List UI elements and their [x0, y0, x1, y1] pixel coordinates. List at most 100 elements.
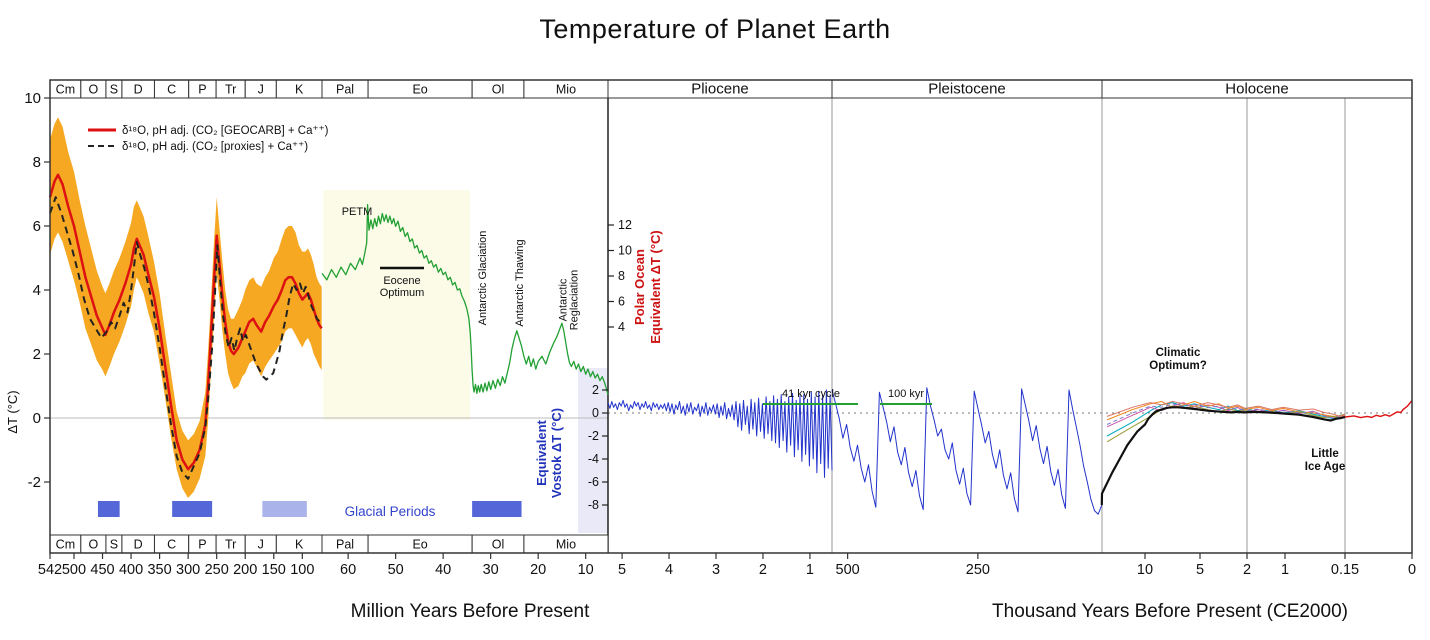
period-label: P [198, 538, 206, 552]
period-label: S [110, 83, 118, 97]
period-label: Tr [225, 538, 236, 552]
period-label: P [198, 83, 206, 97]
tick-label: 10 [578, 562, 594, 578]
geologic-time-strips: CmCmOOSSDDCCPPTrTrJJKKPalPalEoEoOlOlMioM… [49, 79, 1413, 554]
glacial-bar [97, 501, 120, 517]
annotation-text: Antarctic [558, 278, 570, 321]
annotation-text: Reglaciation [569, 270, 581, 331]
series-phanerozoic-geocarb [48, 173, 323, 471]
tick-label: 10 [618, 244, 632, 258]
period-label: J [258, 83, 264, 97]
period-label: Eo [412, 538, 427, 552]
tick-label: 60 [340, 562, 356, 578]
period-label: Pliocene [691, 81, 749, 98]
series-pliocene-benthic [607, 389, 833, 478]
shaded-region [323, 190, 471, 420]
tick-label: 3 [712, 562, 720, 578]
vostok-axis-label: Vostok ΔT (°C) [549, 408, 564, 498]
period-label: Tr [225, 83, 236, 97]
period-label: Pleistocene [928, 81, 1006, 98]
annotation-text: Climatic [1156, 347, 1201, 359]
vostok-axis-label: Equivalent [534, 419, 549, 485]
period-label: Ol [492, 83, 505, 97]
tick-label: 542 [38, 562, 62, 578]
tick-label: 2 [759, 562, 767, 578]
period-label: Eo [412, 83, 427, 97]
annotation-text: Little [1311, 448, 1338, 460]
period-label: C [167, 83, 176, 97]
series-phanerozoic-proxies [49, 196, 323, 480]
annotation-text: Optimum [380, 287, 425, 299]
tick-label: 8 [33, 154, 41, 171]
tick-label: 250 [205, 562, 229, 578]
series-holocene-proxy-salmon [1106, 401, 1346, 417]
tick-label: 0 [1408, 562, 1416, 578]
glacial-periods-label: Glacial Periods [345, 504, 436, 519]
tick-label: 150 [262, 562, 286, 578]
tick-label: 500 [62, 562, 86, 578]
tick-label: 4 [33, 282, 41, 299]
annotation-text: Ice Age [1305, 461, 1345, 473]
period-label: O [89, 83, 99, 97]
period-label: K [295, 538, 304, 552]
period-label: O [89, 538, 99, 552]
legend-label: δ¹⁸O, pH adj. (CO₂ [proxies] + Ca⁺⁺) [122, 141, 308, 153]
tick-label: 30 [483, 562, 499, 578]
period-label: S [110, 538, 118, 552]
period-label: K [295, 83, 304, 97]
tick-label: 0 [592, 406, 599, 420]
annotation-text: PETM [342, 206, 373, 218]
panel-separators [607, 98, 1346, 553]
tick-label: 300 [176, 562, 200, 578]
x-axis-caption-left: Million Years Before Present [351, 601, 590, 622]
tick-label: 50 [388, 562, 404, 578]
tick-label: 12 [618, 218, 632, 232]
tick-label: 350 [147, 562, 171, 578]
main-y-axis: 10 8 6 4 2 0 -2 ΔT (°C) [5, 90, 50, 491]
tick-label: -6 [588, 475, 599, 489]
polar-ocean-axis: 12 10 8 6 4 Polar Ocean Equivalent ΔT (°C) [608, 218, 663, 344]
legend: δ¹⁸O, pH adj. (CO₂ [GEOCARB] + Ca⁺⁺) δ¹⁸O… [88, 125, 329, 153]
tick-label: 1 [806, 562, 814, 578]
period-label: Pal [336, 538, 354, 552]
legend-label: δ¹⁸O, pH adj. (CO₂ [GEOCARB] + Ca⁺⁺) [122, 125, 329, 137]
tick-label: 400 [119, 562, 143, 578]
tick-label: -2 [28, 474, 41, 491]
plot-frame [49, 79, 1413, 554]
period-label: D [134, 83, 143, 97]
annotation-text: Antarctic Glaciation [477, 231, 489, 326]
period-label: D [134, 538, 143, 552]
series-cenozoic-deep-ocean [321, 203, 609, 395]
tick-label: 40 [435, 562, 451, 578]
annotation-text: Antarctic Thawing [514, 239, 526, 326]
x-axis-ticks: 542 500 450 400 350 300 250 200 150 100 60 50 40 30 20… [38, 553, 1416, 578]
period-label: Holocene [1225, 81, 1288, 98]
data-series [48, 117, 1413, 515]
tick-label: -4 [588, 452, 599, 466]
tick-label: 20 [530, 562, 546, 578]
background-shading [323, 190, 608, 533]
tick-label: 500 [836, 562, 860, 578]
period-label: C [167, 538, 176, 552]
period-label: Pal [336, 83, 354, 97]
polar-axis-label: Equivalent ΔT (°C) [648, 230, 663, 344]
polar-axis-label: Polar Ocean [632, 249, 647, 325]
tick-label: 200 [233, 562, 257, 578]
period-label: Mio [556, 538, 576, 552]
tick-label: 6 [618, 295, 625, 309]
tick-label: 450 [90, 562, 114, 578]
period-label: Ol [492, 538, 505, 552]
tick-label: 1 [1281, 562, 1289, 578]
glacial-period-bars: Glacial Periods [97, 501, 522, 519]
annotation-text: Optimum? [1149, 360, 1207, 372]
tick-label: 6 [33, 218, 41, 235]
series-pleistocene-ice-cycles [831, 387, 1103, 515]
tick-label: 4 [665, 562, 673, 578]
series-instrumental-record [1344, 399, 1413, 419]
annotation-text: 41 kyr cycle [782, 388, 840, 400]
tick-label: 0 [33, 410, 41, 427]
glacial-bar [262, 501, 307, 517]
